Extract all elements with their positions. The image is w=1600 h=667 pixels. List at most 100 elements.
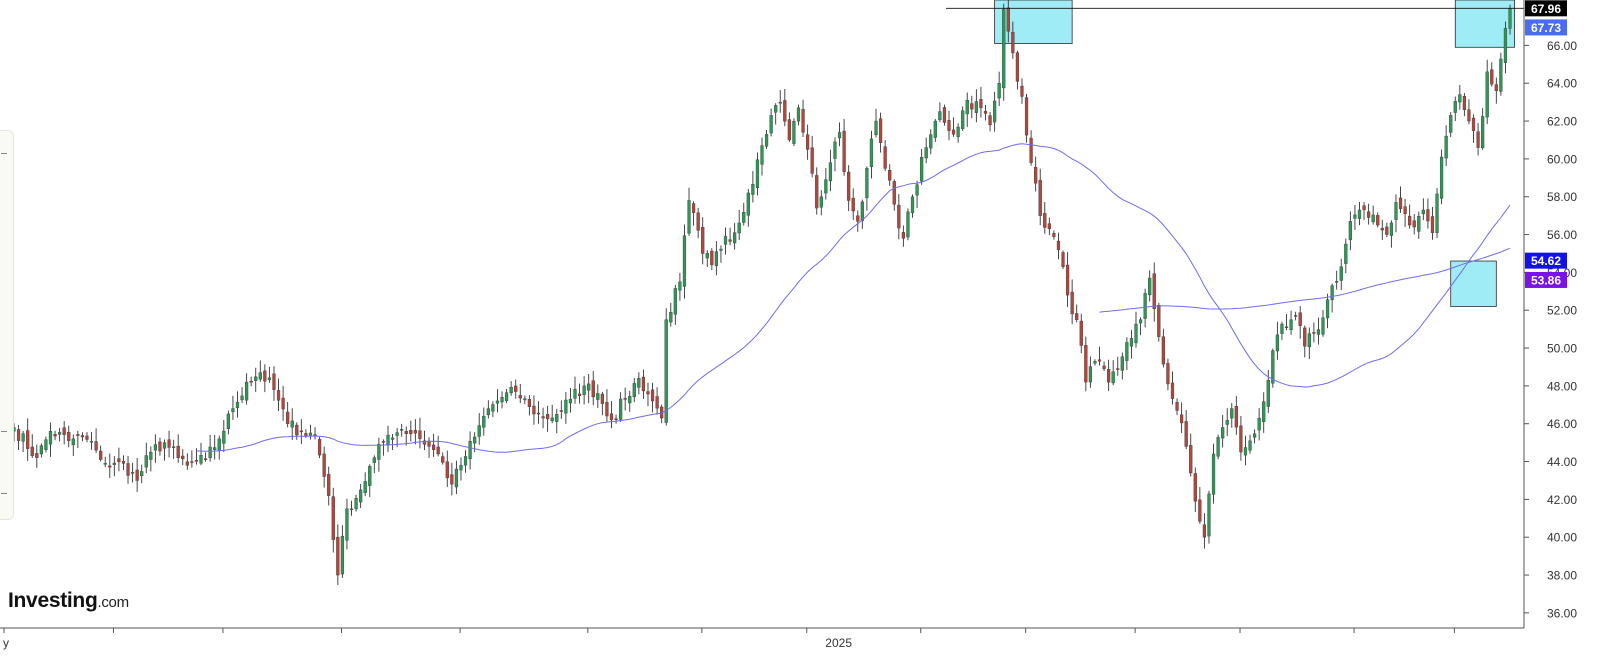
candle xyxy=(313,427,317,440)
candle-body xyxy=(1088,366,1093,383)
candle-body xyxy=(641,376,646,392)
candle xyxy=(404,426,408,446)
candle-body xyxy=(436,446,440,455)
candle xyxy=(35,444,39,468)
candle xyxy=(641,369,646,399)
candle-body xyxy=(308,432,313,437)
candle xyxy=(1189,433,1193,477)
candle xyxy=(359,484,363,508)
candle xyxy=(541,407,545,429)
candle-body xyxy=(509,387,513,394)
candle xyxy=(1166,358,1170,391)
candle-body xyxy=(99,450,103,460)
candle xyxy=(454,460,459,495)
candle xyxy=(623,387,627,411)
side-panel-handle[interactable] xyxy=(0,130,14,520)
candle xyxy=(650,382,655,413)
candle xyxy=(1385,222,1389,238)
candle xyxy=(660,404,664,424)
candle xyxy=(377,437,381,472)
candle-body xyxy=(1444,135,1448,159)
candle xyxy=(409,420,413,442)
candle-body xyxy=(167,439,171,448)
candle xyxy=(600,391,604,416)
candle xyxy=(327,466,331,506)
candle-body xyxy=(965,100,969,115)
candle-body xyxy=(1107,369,1111,383)
candle xyxy=(783,88,787,127)
candle xyxy=(550,404,554,424)
candle-body xyxy=(153,444,158,451)
candle-body xyxy=(1485,71,1489,118)
candle xyxy=(997,71,1001,107)
candle xyxy=(591,370,595,406)
candle-body xyxy=(422,440,427,445)
candle-body xyxy=(468,441,472,460)
y-axis-tick-label: 42.00 xyxy=(1547,493,1577,507)
candle xyxy=(1111,360,1115,386)
candle-body xyxy=(869,138,874,167)
candle-body xyxy=(1175,402,1179,411)
candle-body xyxy=(892,181,896,205)
price-badge-background xyxy=(1525,252,1567,269)
candle-body xyxy=(1408,215,1412,226)
candle-body xyxy=(1266,380,1270,407)
candle xyxy=(1243,435,1248,466)
candle-body xyxy=(1490,69,1494,85)
candle xyxy=(1426,198,1430,229)
candle xyxy=(217,435,221,460)
candle-body xyxy=(1284,326,1289,328)
candle-body xyxy=(1043,213,1047,228)
candle-body xyxy=(409,430,413,435)
candle xyxy=(719,245,723,263)
candle xyxy=(267,366,272,383)
candle-body xyxy=(1271,350,1275,384)
candle-body xyxy=(222,430,226,444)
candle xyxy=(714,241,719,276)
candle xyxy=(687,187,691,236)
candle xyxy=(272,366,276,401)
candle xyxy=(860,199,864,229)
candle-body xyxy=(413,430,417,434)
candle xyxy=(418,417,422,449)
candle-body xyxy=(244,381,249,401)
candle-body xyxy=(53,433,57,437)
candle-body xyxy=(942,107,947,123)
candle xyxy=(222,419,226,453)
candle-body xyxy=(1202,524,1207,538)
candle-body xyxy=(130,471,135,474)
candle-body xyxy=(450,474,454,485)
candle-body xyxy=(1316,329,1321,335)
candle xyxy=(1421,198,1425,221)
candle-body xyxy=(997,83,1001,99)
candle xyxy=(696,207,700,239)
candle xyxy=(1453,96,1457,122)
candle xyxy=(1362,202,1366,221)
candle-body xyxy=(108,465,112,468)
candle xyxy=(1047,217,1051,236)
candle xyxy=(755,152,760,196)
candle xyxy=(1161,328,1165,368)
candle xyxy=(527,395,532,416)
candle-body xyxy=(1394,202,1398,220)
candle-body xyxy=(162,442,167,449)
candle-body xyxy=(504,392,509,401)
candle xyxy=(1116,356,1120,376)
candle-body xyxy=(1449,115,1453,133)
candle-body xyxy=(1403,206,1407,214)
candle xyxy=(286,401,290,428)
candle-body xyxy=(1426,209,1430,222)
candle-body xyxy=(1298,312,1302,326)
candle-body xyxy=(322,453,326,477)
candle xyxy=(1011,21,1015,59)
candle-body xyxy=(847,171,851,201)
candle xyxy=(135,458,139,492)
candle-body xyxy=(85,435,89,440)
candle xyxy=(614,414,618,424)
candle-body xyxy=(1353,214,1357,219)
candle xyxy=(801,99,805,138)
candle xyxy=(1143,288,1147,328)
candle xyxy=(340,525,345,578)
